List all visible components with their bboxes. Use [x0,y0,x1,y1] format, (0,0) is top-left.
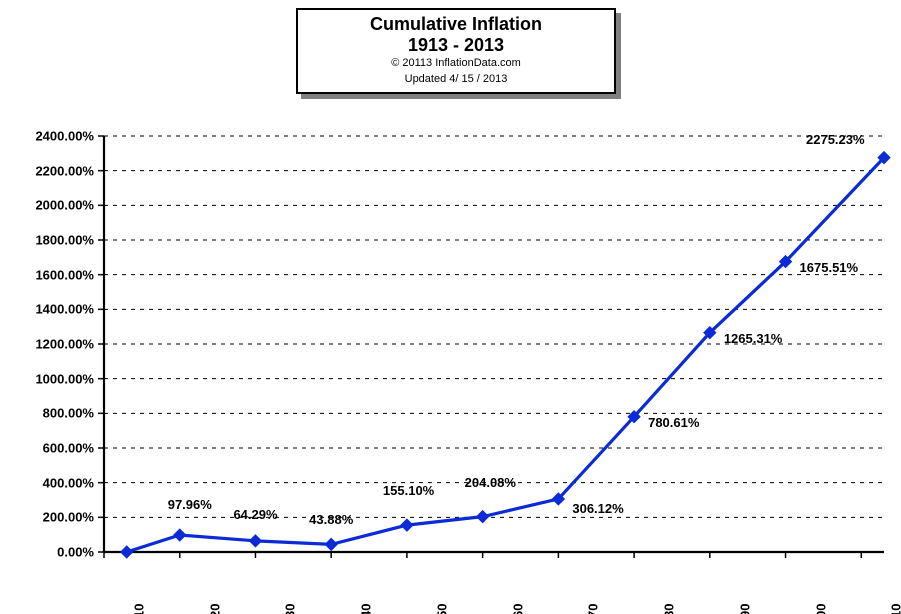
x-tick-label: 2010 [889,604,901,614]
chart-container: Cumulative Inflation 1913 - 2013 © 20113… [0,0,901,614]
y-tick-label: 1800.00% [14,233,94,248]
data-point-label: 1265.31% [724,331,783,346]
y-tick-label: 200.00% [14,510,94,525]
y-tick-label: 800.00% [14,406,94,421]
x-tick-label: 1950 [434,604,449,614]
data-point-label: 155.10% [383,483,434,498]
y-tick-label: 2200.00% [14,163,94,178]
data-point-label: 64.29% [233,507,277,522]
data-point-label: 43.88% [309,512,353,527]
x-tick-label: 2000 [813,604,828,614]
x-tick-label: 1960 [510,604,525,614]
y-tick-label: 2000.00% [14,198,94,213]
y-tick-label: 1600.00% [14,267,94,282]
data-point-label: 780.61% [648,415,699,430]
y-tick-label: 400.00% [14,475,94,490]
data-point-label: 204.08% [465,475,516,490]
x-tick-label: 1910 [131,604,146,614]
x-tick-label: 1990 [737,604,752,614]
y-tick-label: 1200.00% [14,337,94,352]
x-tick-label: 1940 [359,604,374,614]
data-point-label: 2275.23% [806,132,865,147]
y-tick-label: 2400.00% [14,129,94,144]
data-point-label: 1675.51% [800,260,859,275]
chart-plot [0,0,901,614]
data-point-label: 97.96% [168,497,212,512]
x-tick-label: 1920 [207,604,222,614]
x-tick-label: 1970 [586,604,601,614]
data-point-label: 306.12% [572,501,623,516]
x-tick-label: 1980 [662,604,677,614]
y-tick-label: 600.00% [14,441,94,456]
y-tick-label: 0.00% [14,545,94,560]
y-tick-label: 1400.00% [14,302,94,317]
y-tick-label: 1000.00% [14,371,94,386]
x-tick-label: 1930 [283,604,298,614]
